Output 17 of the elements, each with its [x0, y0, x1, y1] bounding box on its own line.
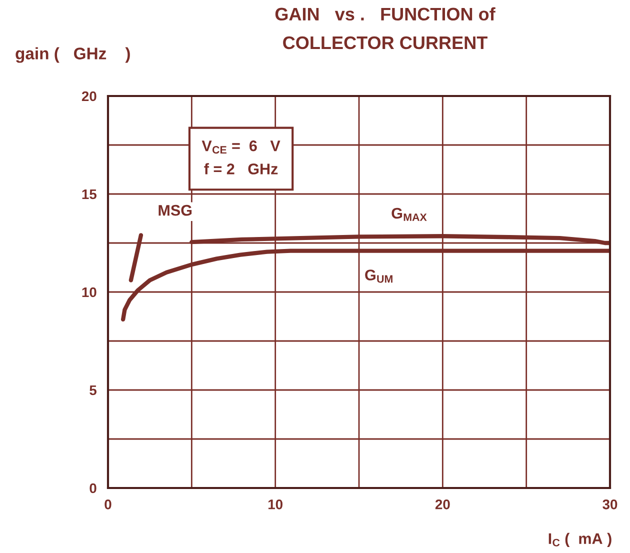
- annotation: f = 2 GHz: [204, 163, 278, 174]
- y-tick-label: 0: [90, 483, 96, 494]
- y-tick-label: 10: [82, 287, 96, 298]
- y-tick-label: 20: [82, 91, 96, 102]
- series-label: MSG: [158, 204, 192, 216]
- x-tick-label: 30: [602, 499, 618, 510]
- x-axis-title: I$_{C}$ ( mA ): [548, 532, 612, 548]
- series-label: G$_{MAX}$: [392, 208, 427, 221]
- x-tick-label: 10: [268, 499, 282, 510]
- x-tick-label: 20: [435, 499, 450, 510]
- series-label: G$_{UM}$: [365, 270, 392, 283]
- y-tick-label: 5: [90, 385, 97, 396]
- chart-title: GAIN vs . FUNCTION of COLLECTOR CURRENT: [275, 7, 496, 50]
- annotation: V$_{CE}$ = 6 V: [202, 140, 280, 154]
- x-tick-label: 0: [104, 499, 112, 510]
- y-tick-label: 15: [82, 189, 97, 200]
- y-axis-title: gain ( GHz ): [16, 47, 130, 63]
